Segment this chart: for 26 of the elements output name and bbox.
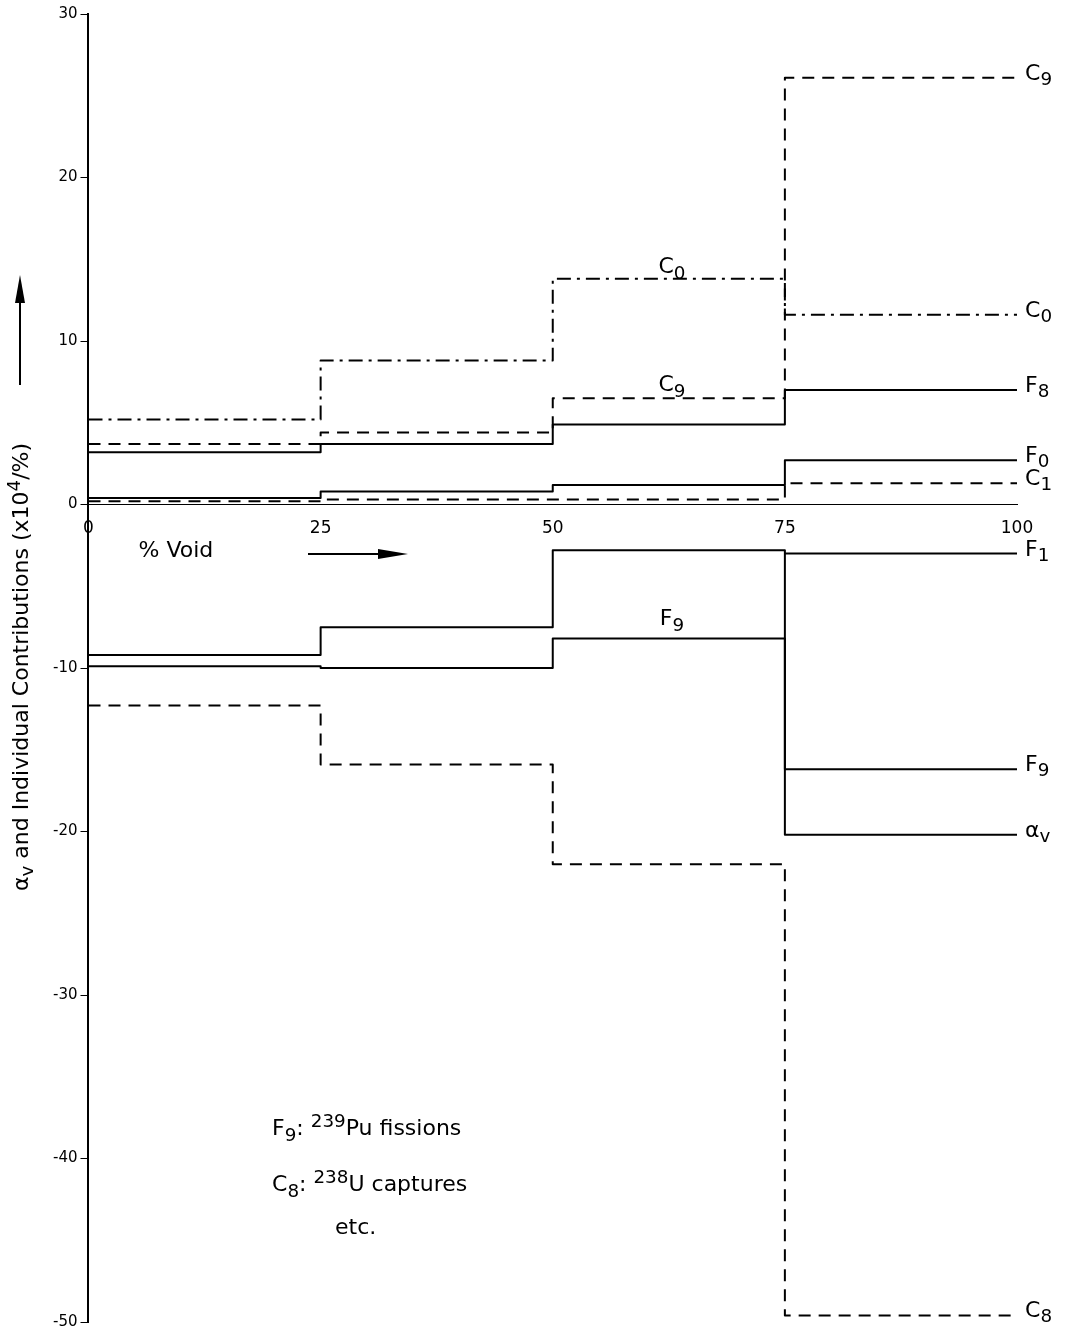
y-tick-label: 10 — [58, 330, 78, 349]
y-tick-label: 20 — [58, 167, 78, 186]
x-tick-label: 75 — [774, 517, 796, 538]
x-tick-label: 100 — [1000, 517, 1034, 538]
annotation: C$_{9}$ — [658, 371, 686, 401]
annotation: F$_{9}$ — [659, 605, 685, 635]
x-tick-label: 25 — [309, 517, 332, 538]
annotation: etc. — [335, 1214, 377, 1239]
y-tick-label: -50 — [53, 1311, 78, 1330]
series-label: α$_{v}$ — [1025, 816, 1051, 847]
y-tick-label: -40 — [53, 1148, 78, 1167]
x-axis-title: % Void — [138, 536, 214, 562]
annotation: C$_{8}$: $^{238}$U captures — [272, 1166, 468, 1201]
annotation: F$_{9}$: $^{239}$Pu fissions — [272, 1110, 462, 1145]
y-tick-label: 30 — [58, 3, 78, 22]
y-tick-label: 0 — [67, 494, 78, 513]
y-tick-label: -20 — [53, 821, 78, 840]
series-label: C$_{9}$ — [1025, 59, 1053, 90]
y-tick-label: -30 — [53, 984, 78, 1003]
series-label: F$_{8}$ — [1025, 372, 1050, 402]
series-label: C$_{8}$ — [1025, 1297, 1053, 1327]
series-label: F$_{1}$ — [1025, 535, 1050, 565]
x-tick-label: 50 — [541, 517, 564, 538]
y-tick-label: -10 — [53, 657, 78, 676]
series-label: F$_{9}$ — [1025, 751, 1050, 781]
series-label: C$_{0}$ — [1025, 296, 1053, 327]
